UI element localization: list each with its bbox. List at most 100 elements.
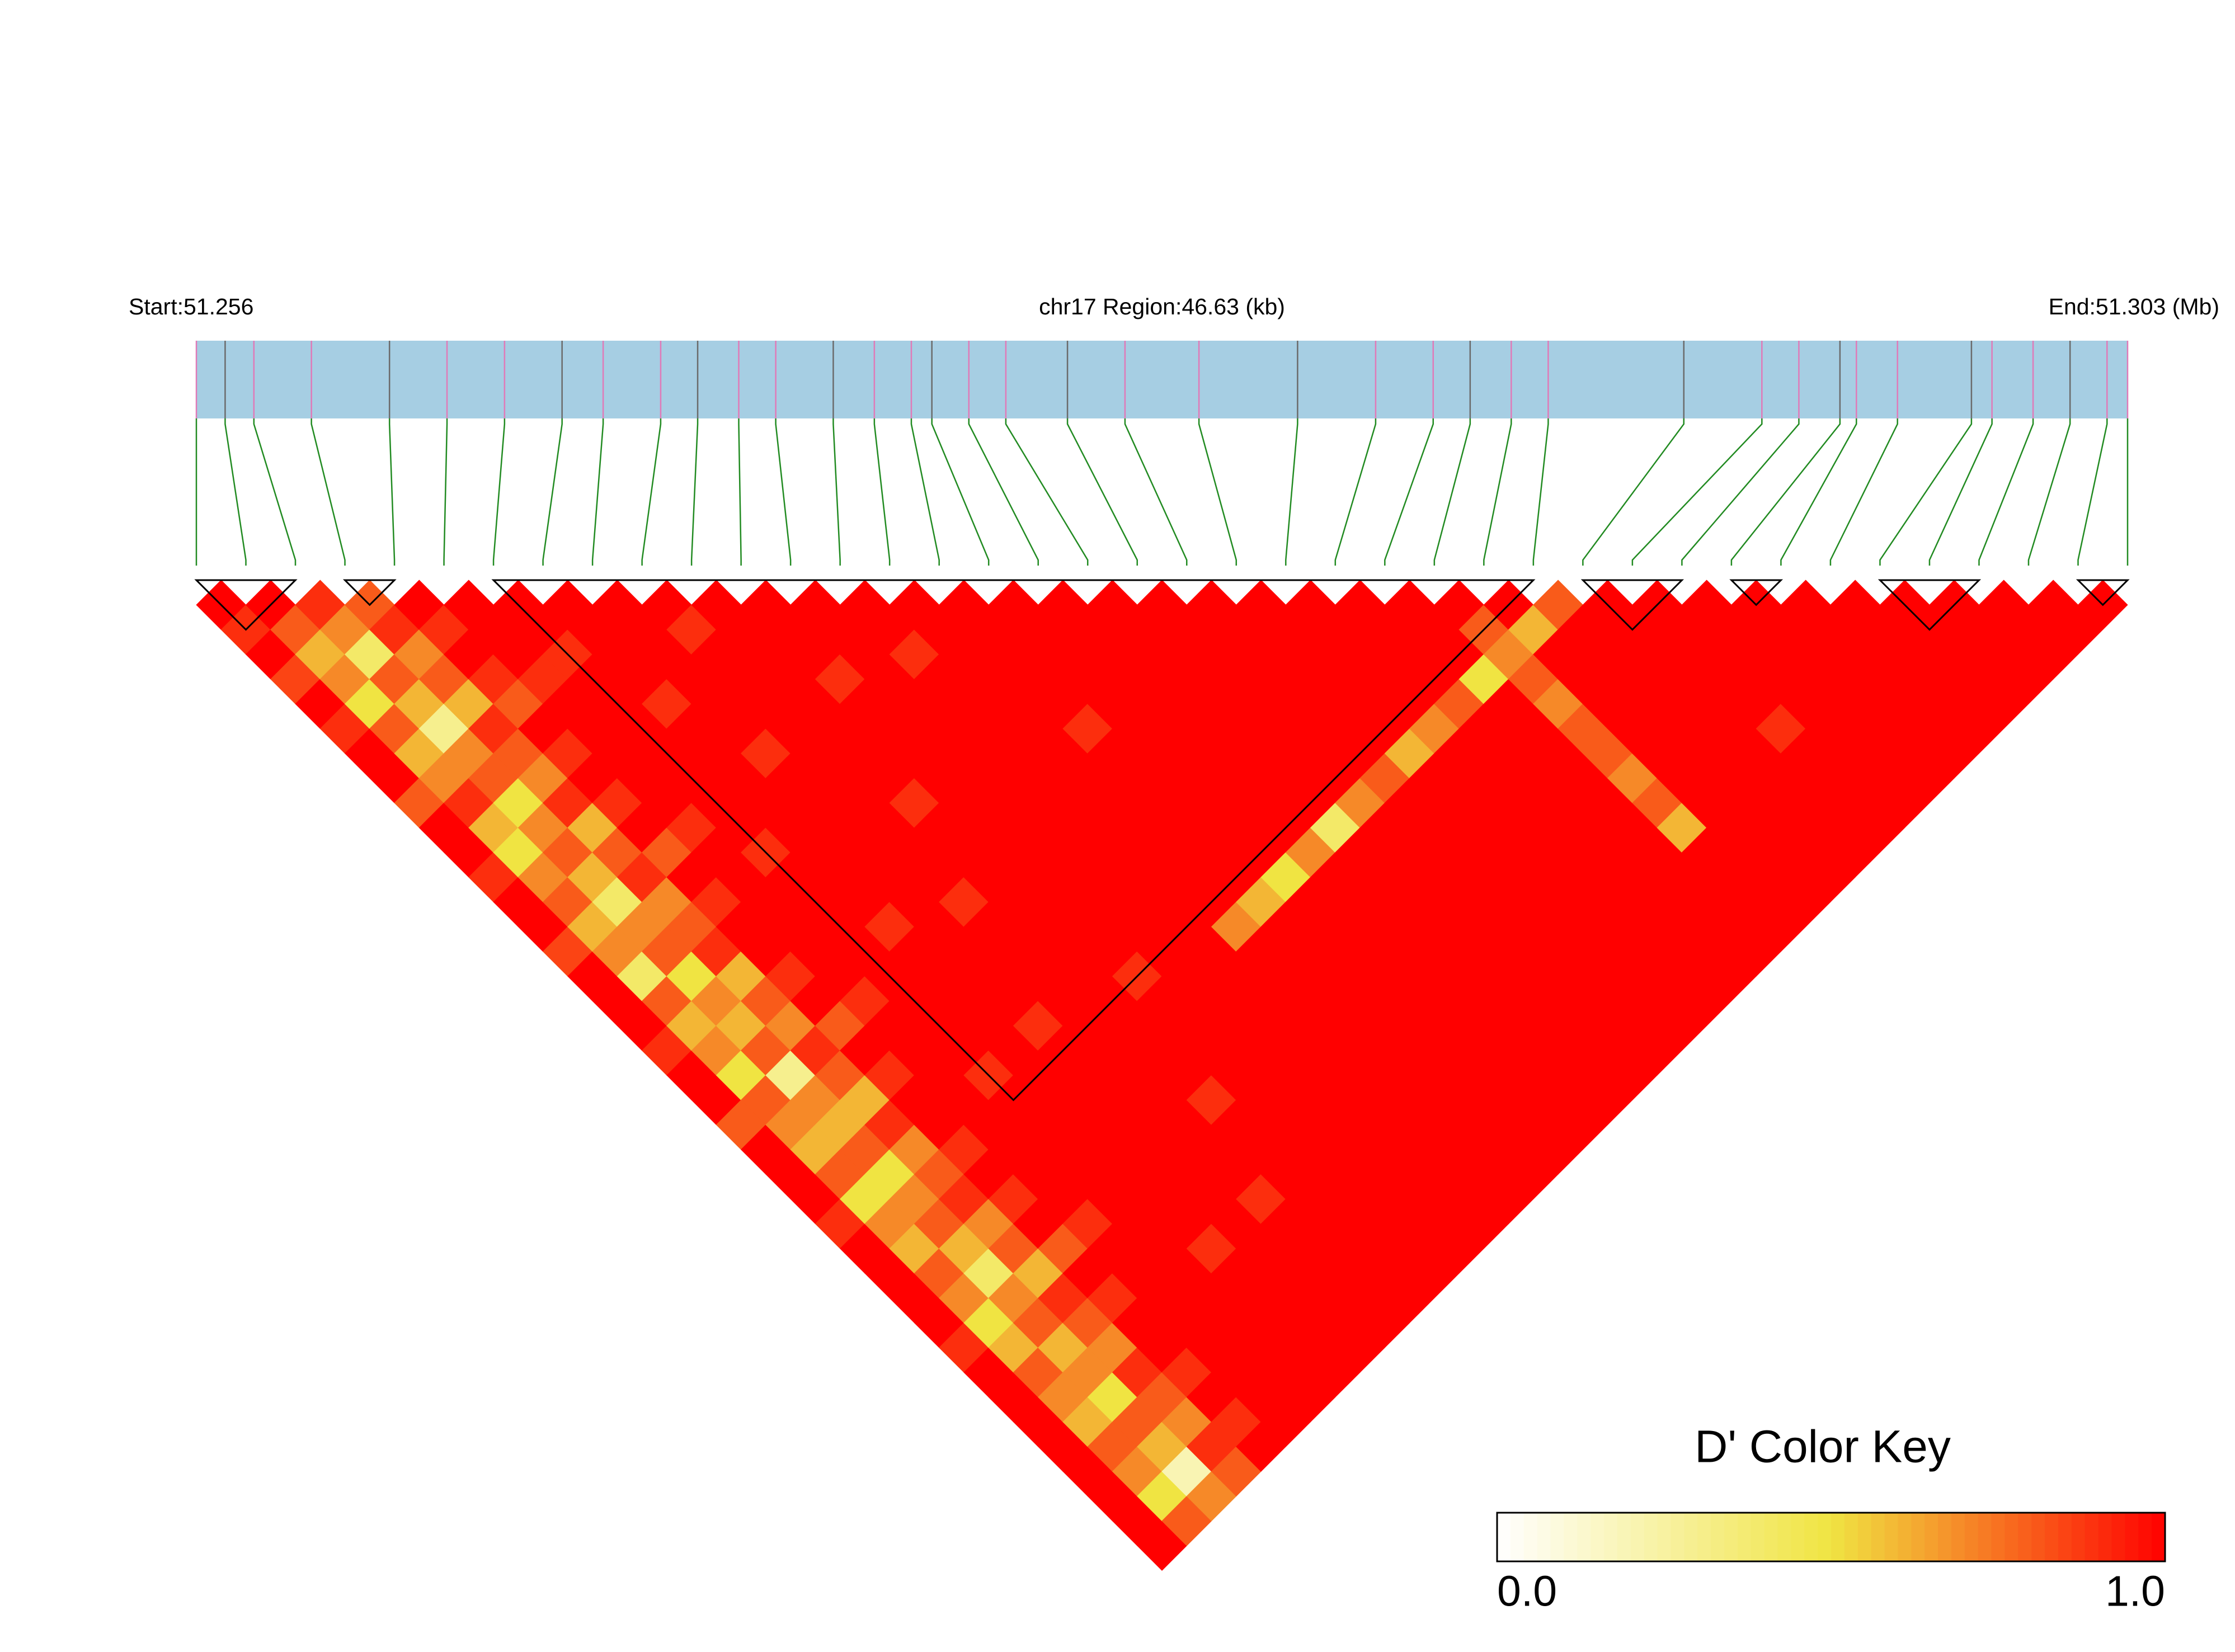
color-key-step (1671, 1513, 1685, 1561)
snp-link (1879, 418, 1973, 566)
end-label: End:51.303 (Mb) (2049, 294, 2219, 319)
color-key-step (2125, 1513, 2139, 1561)
snp-link (1582, 418, 1685, 566)
ld-cell (1112, 901, 1163, 952)
color-key-step (2018, 1513, 2032, 1561)
ld-cell (1112, 1446, 1163, 1497)
snp-link (1681, 418, 1800, 566)
color-key-step (1537, 1513, 1551, 1561)
snp-link (775, 418, 792, 566)
snp-link (1780, 418, 1857, 566)
ld-block (342, 579, 397, 606)
snp-link (968, 418, 1039, 566)
snp-link (1631, 418, 1763, 566)
ld-cell (1112, 852, 1163, 902)
snp-link (1124, 418, 1188, 566)
snp-link (492, 418, 506, 566)
snp-link (542, 418, 563, 566)
snp-link (388, 418, 396, 566)
ld-cell (1112, 1347, 1163, 1398)
color-key-step (1604, 1513, 1618, 1561)
color-key-step (2071, 1513, 2086, 1561)
color-key-step (1697, 1513, 1712, 1561)
ld-cell (1112, 1248, 1163, 1299)
snp-link (1978, 418, 2034, 566)
snp-link (224, 418, 247, 566)
ld-block (1729, 579, 1784, 606)
snp-link (253, 418, 297, 566)
snp-link (1005, 418, 1089, 566)
color-key-step (1804, 1513, 1819, 1561)
color-key-step (1938, 1513, 1952, 1561)
snp-link (1829, 418, 1898, 566)
color-key-step (1884, 1513, 1899, 1561)
color-key-step (1711, 1513, 1725, 1561)
color-key-step (1777, 1513, 1792, 1561)
color-key-step (2138, 1513, 2153, 1561)
color-key-step (1630, 1513, 1645, 1561)
color-key-step (2031, 1513, 2046, 1561)
ld-block (1878, 579, 1982, 631)
ld-block (491, 579, 1536, 1102)
gene-track (196, 341, 2128, 418)
ld-block (194, 579, 298, 631)
color-key-step (2111, 1513, 2126, 1561)
color-key-frame (1496, 1512, 2166, 1562)
snp-link (591, 418, 604, 566)
ld-cell (1112, 753, 1163, 803)
color-key-step (1831, 1513, 1845, 1561)
ld-cell (1112, 654, 1163, 704)
snp-link (931, 418, 990, 566)
color-key-step (1510, 1513, 1524, 1561)
ld-block (2076, 579, 2130, 606)
color-key-step (2098, 1513, 2112, 1561)
color-key-step (2085, 1513, 2099, 1561)
color-key-step (1951, 1513, 1965, 1561)
color-key-tick-label: 0.0 (1497, 1567, 1557, 1615)
snp-link (2027, 418, 2071, 566)
color-key-step (1523, 1513, 1538, 1561)
color-key-step (1497, 1513, 1511, 1561)
snp-link (641, 418, 662, 566)
snp-link (1334, 418, 1377, 566)
snp-link (1433, 418, 1471, 566)
snp-link (1198, 418, 1238, 566)
ld-cell (1112, 802, 1163, 853)
color-key-step (1737, 1513, 1752, 1561)
ld-cell (1112, 703, 1163, 754)
snp-link (910, 418, 940, 566)
ld-cell (1112, 1495, 1163, 1546)
color-key-step (1657, 1513, 1672, 1561)
ld-cell (1112, 1297, 1163, 1348)
ld-cell (1112, 1198, 1163, 1249)
snp-link (1066, 418, 1138, 566)
color-key-step (2152, 1513, 2166, 1561)
snp-link (443, 418, 448, 566)
color-key-step (1751, 1513, 1765, 1561)
color-key-step (1844, 1513, 1858, 1561)
snp-link (310, 418, 346, 566)
ld-cell (1112, 1396, 1163, 1447)
snp-link (738, 418, 742, 566)
color-key-step (1724, 1513, 1738, 1561)
snp-link (1532, 418, 1549, 566)
color-key-step (2045, 1513, 2059, 1561)
snp-link (1483, 418, 1512, 566)
legend-title: D' Color Key (1695, 1422, 1951, 1472)
region-label: chr17 Region:46.63 (kb) (1039, 294, 1285, 319)
color-key-step (1617, 1513, 1631, 1561)
color-key-step (1991, 1513, 2006, 1561)
color-key-step (1925, 1513, 1939, 1561)
snp-link (2077, 418, 2108, 566)
color-key-step (1911, 1513, 1926, 1561)
color-key-step (1644, 1513, 1658, 1561)
color-key-step (1791, 1513, 1805, 1561)
color-key-step (1591, 1513, 1605, 1561)
color-key-step (1564, 1513, 1578, 1561)
color-key-step (1550, 1513, 1565, 1561)
color-key-step (1964, 1513, 1979, 1561)
start-label: Start:51.256 (129, 294, 253, 319)
ld-block (1580, 579, 1685, 631)
